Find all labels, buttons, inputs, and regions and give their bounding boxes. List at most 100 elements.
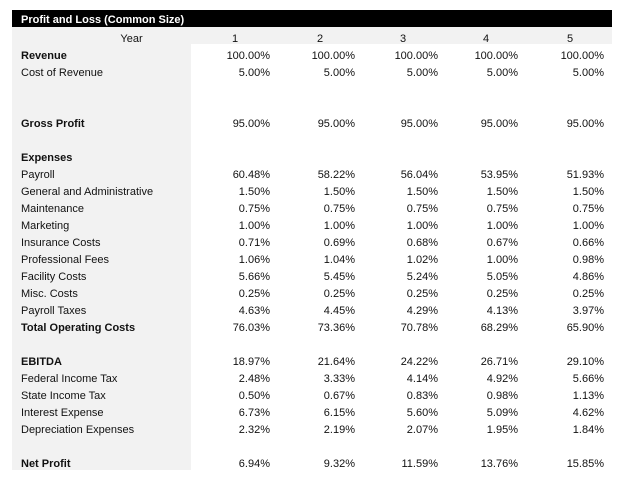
cell-year-5: 1.84% bbox=[572, 424, 604, 437]
cell-year-1: 0.50% bbox=[238, 390, 270, 403]
row-label: Federal Income Tax bbox=[21, 373, 118, 386]
row-label: Cost of Revenue bbox=[21, 66, 103, 79]
cell-year-5: 4.62% bbox=[572, 407, 604, 420]
cell-year-3: 100.00% bbox=[394, 49, 438, 62]
row-label: Gross Profit bbox=[21, 117, 85, 130]
blank-row bbox=[12, 337, 612, 354]
table-row: Interest Expense 6.73% 6.15% 5.60% 5.09% 4.62… bbox=[12, 405, 612, 422]
cell-year-2: 21.64% bbox=[317, 356, 355, 369]
row-label: Interest Expense bbox=[21, 407, 104, 420]
cell-year-3: 0.68% bbox=[406, 236, 438, 249]
cell-year-2: 100.00% bbox=[311, 49, 355, 62]
table-row: Net Profit 6.94% 9.32% 11.59% 13.76% 15.85% bbox=[12, 456, 612, 473]
table-row: Federal Income Tax 2.48% 3.33% 4.14% 4.92% 5.… bbox=[12, 371, 612, 388]
cell-year-5: 1.50% bbox=[572, 185, 604, 198]
table-row: EBITDA 18.97% 21.64% 24.22% 26.71% 29.10% bbox=[12, 354, 612, 371]
cell-year-3: 70.78% bbox=[400, 322, 438, 335]
cell-year-5: 0.75% bbox=[572, 202, 604, 215]
cell-year-4: 100.00% bbox=[474, 49, 518, 62]
cell-year-3: 0.25% bbox=[406, 288, 438, 301]
cell-year-2: 0.67% bbox=[323, 390, 355, 403]
cell-year-1: 6.94% bbox=[238, 458, 270, 471]
cell-year-3: 11.59% bbox=[401, 458, 439, 471]
table-row: Maintenance 0.75% 0.75% 0.75% 0.75% 0.75% bbox=[12, 201, 612, 218]
cell-year-5: 29.10% bbox=[566, 356, 604, 369]
table-row: Misc. Costs 0.25% 0.25% 0.25% 0.25% 0.25% bbox=[12, 286, 612, 303]
table-row: Total Operating Costs 76.03% 73.36% 70.78% 6… bbox=[12, 320, 612, 337]
cell-year-3: 1.02% bbox=[406, 253, 438, 266]
cell-year-2: 4.45% bbox=[323, 305, 355, 318]
row-label: Payroll bbox=[21, 168, 55, 181]
row-label: EBITDA bbox=[21, 356, 62, 369]
row-label: Insurance Costs bbox=[21, 236, 101, 249]
cell-year-4: 95.00% bbox=[480, 117, 518, 130]
cell-year-4: 1.00% bbox=[486, 219, 518, 232]
cell-year-5: 0.66% bbox=[572, 236, 604, 249]
cell-year-3: 0.75% bbox=[406, 202, 438, 215]
table-row: Payroll 60.48% 58.22% 56.04% 53.95% 51.93% bbox=[12, 167, 612, 184]
cell-year-1: 1.06% bbox=[238, 253, 270, 266]
blank-row bbox=[12, 82, 612, 99]
row-label: Total Operating Costs bbox=[21, 322, 136, 335]
cell-year-3: 4.29% bbox=[406, 305, 438, 318]
cell-year-3: 1.50% bbox=[406, 185, 438, 198]
table-row: Revenue 100.00% 100.00% 100.00% 100.00% 100.0… bbox=[12, 48, 612, 65]
row-label: Facility Costs bbox=[21, 271, 87, 284]
cell-year-2: 1.04% bbox=[323, 253, 355, 266]
cell-year-5: 65.90% bbox=[566, 322, 604, 335]
cell-year-3: 95.00% bbox=[400, 117, 438, 130]
cell-year-1: 4.63% bbox=[238, 305, 270, 318]
cell-year-2: 95.00% bbox=[317, 117, 355, 130]
cell-year-5: 4.86% bbox=[572, 271, 604, 284]
cell-year-1: 95.00% bbox=[232, 117, 270, 130]
cell-year-2: 58.22% bbox=[317, 168, 355, 181]
cell-year-5: 5.00% bbox=[572, 66, 604, 79]
table-row: Marketing 1.00% 1.00% 1.00% 1.00% 1.00% bbox=[12, 218, 612, 235]
year-label: Year bbox=[120, 33, 143, 45]
cell-year-1: 1.50% bbox=[238, 185, 270, 198]
row-label: State Income Tax bbox=[21, 390, 106, 403]
cell-year-3: 2.07% bbox=[406, 424, 438, 437]
cell-year-4: 68.29% bbox=[480, 322, 518, 335]
table-row: State Income Tax 0.50% 0.67% 0.83% 0.98% 1.13… bbox=[12, 388, 612, 405]
blank-row bbox=[12, 439, 612, 456]
cell-year-2: 5.00% bbox=[323, 66, 355, 79]
row-label: Payroll Taxes bbox=[21, 305, 87, 318]
cell-year-4: 0.98% bbox=[486, 390, 518, 403]
row-label: Misc. Costs bbox=[21, 288, 78, 301]
cell-year-4: 26.71% bbox=[480, 356, 518, 369]
cell-year-3: 4.14% bbox=[406, 373, 438, 386]
cell-year-3: 24.22% bbox=[400, 356, 438, 369]
table-row: Expenses bbox=[12, 150, 612, 167]
cell-year-4: 5.09% bbox=[486, 407, 518, 420]
cell-year-1: 0.75% bbox=[238, 202, 270, 215]
cell-year-1: 2.48% bbox=[238, 373, 270, 386]
cell-year-5: 1.13% bbox=[572, 390, 604, 403]
cell-year-4: 0.25% bbox=[486, 288, 518, 301]
cell-year-2: 2.19% bbox=[323, 424, 355, 437]
year-2: 2 bbox=[316, 33, 324, 45]
cell-year-2: 6.15% bbox=[323, 407, 355, 420]
row-label: Expenses bbox=[21, 151, 73, 164]
cell-year-5: 3.97% bbox=[572, 305, 604, 318]
year-5: 5 bbox=[566, 33, 574, 45]
blank-row bbox=[12, 133, 612, 150]
cell-year-4: 1.50% bbox=[486, 185, 518, 198]
cell-year-5: 0.25% bbox=[572, 288, 604, 301]
cell-year-1: 100.00% bbox=[226, 49, 270, 62]
row-label: Net Profit bbox=[21, 458, 71, 471]
table-row: Cost of Revenue 5.00% 5.00% 5.00% 5.00% 5.00% bbox=[12, 65, 612, 82]
cell-year-5: 100.00% bbox=[560, 49, 604, 62]
cell-year-2: 9.32% bbox=[323, 458, 355, 471]
row-label: Professional Fees bbox=[21, 253, 110, 266]
cell-year-4: 0.67% bbox=[486, 236, 518, 249]
cell-year-4: 1.00% bbox=[486, 253, 518, 266]
year-4: 4 bbox=[482, 33, 490, 45]
year-row-background bbox=[12, 27, 612, 44]
cell-year-1: 1.00% bbox=[238, 219, 270, 232]
table-row: Payroll Taxes 4.63% 4.45% 4.29% 4.13% 3.97% bbox=[12, 303, 612, 320]
cell-year-2: 1.00% bbox=[323, 219, 355, 232]
cell-year-3: 1.00% bbox=[406, 219, 438, 232]
table-title-bar: Profit and Loss (Common Size) bbox=[12, 10, 612, 27]
row-label: Marketing bbox=[21, 219, 70, 232]
